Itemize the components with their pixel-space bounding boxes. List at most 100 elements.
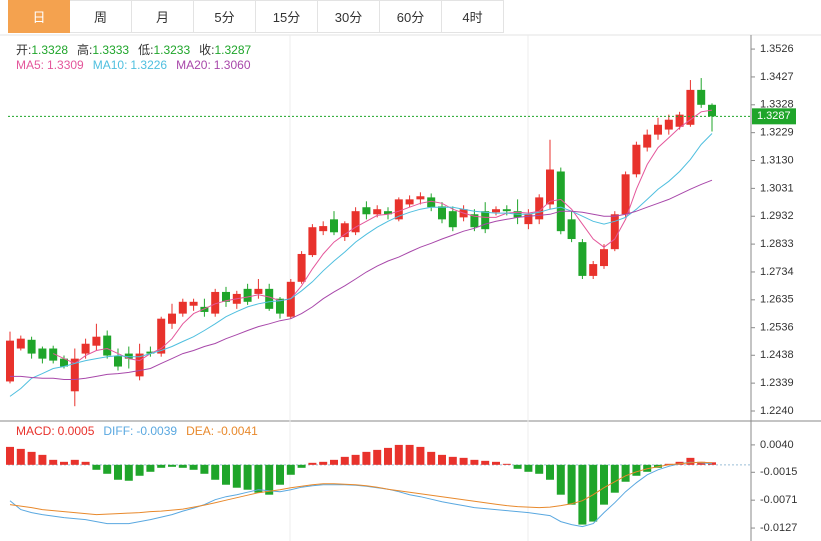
y-tick-label: 1.3031 <box>760 182 794 194</box>
y-tick-label: 1.3526 <box>760 43 794 55</box>
macd-bar <box>103 464 112 474</box>
legend-name: MA10: <box>92 58 128 72</box>
candle-body <box>124 353 133 359</box>
candle-body <box>286 281 295 317</box>
tab[interactable]: 月 <box>132 0 194 33</box>
candle-body <box>610 214 619 250</box>
macd-bar <box>556 464 565 495</box>
y-tick-label: 1.2833 <box>760 238 794 250</box>
macd-bar <box>297 464 306 468</box>
candle-body <box>103 335 112 356</box>
candle-body <box>643 134 652 148</box>
candle-body <box>384 211 392 215</box>
macd-bar <box>38 454 47 465</box>
macd-bar <box>686 457 695 465</box>
tab[interactable]: 60分 <box>380 0 442 33</box>
y-tick-label: 1.2734 <box>760 266 794 278</box>
tab[interactable]: 4时 <box>442 0 504 33</box>
candle-body <box>70 358 79 392</box>
series-line <box>52 109 713 364</box>
tab[interactable]: 周 <box>70 0 132 33</box>
series-line <box>9 133 713 397</box>
tab[interactable]: 5分 <box>194 0 256 33</box>
tab[interactable]: 15分 <box>256 0 318 33</box>
tab[interactable]: 日 <box>8 0 70 33</box>
macd-bar <box>189 464 198 470</box>
y-tick-label: -0.0127 <box>760 522 797 534</box>
y-tick-label: -0.0071 <box>760 494 797 506</box>
legend-value: 1.3309 <box>47 58 84 72</box>
candle-body <box>146 351 155 354</box>
legend-value: 1.3328 <box>31 43 69 57</box>
macd-bar <box>92 464 101 470</box>
tab[interactable]: 30分 <box>318 0 380 33</box>
candle-body <box>632 144 641 175</box>
candle-body <box>222 291 230 302</box>
macd-bar <box>70 459 79 465</box>
macd-bar <box>567 464 576 505</box>
candle-body <box>308 227 317 256</box>
macd-bar <box>330 459 338 465</box>
candle-body <box>394 199 403 220</box>
candle-body <box>578 242 587 276</box>
candle-body <box>330 219 338 233</box>
candle-body <box>157 318 166 354</box>
ohlc-legend: 开:1.3328 高:1.3333 低:1.3233 收:1.3287 <box>16 41 260 58</box>
candle-body <box>546 169 554 205</box>
macd-bar <box>481 460 490 465</box>
macd-bar <box>610 464 619 493</box>
candle-body <box>589 264 598 276</box>
legend-label: 低: <box>138 43 154 57</box>
macd-bar <box>394 444 403 465</box>
legend-name: MACD: <box>16 424 55 438</box>
legend-label: 收: <box>199 43 215 57</box>
y-tick-label: 1.3427 <box>760 71 794 83</box>
macd-bar <box>254 464 263 493</box>
candle-body <box>524 214 533 225</box>
candle-body <box>265 288 274 309</box>
candle-body <box>470 214 479 228</box>
y-tick-label: 1.2339 <box>760 377 794 389</box>
macd-bar <box>600 464 608 505</box>
candle-body <box>416 196 425 200</box>
y-tick-label: 1.2438 <box>760 349 794 361</box>
macd-bar <box>384 447 392 465</box>
macd-bar <box>524 464 533 472</box>
candle-body <box>448 211 457 228</box>
candle-body <box>600 249 608 267</box>
macd-bar <box>373 449 382 465</box>
macd-bar <box>222 464 230 485</box>
macd-bar <box>265 464 274 495</box>
macd-bar <box>124 464 133 481</box>
legend-value: 1.3287 <box>214 43 252 57</box>
last-price-label: 1.3287 <box>757 110 791 122</box>
macd-bar <box>632 464 641 476</box>
candle-body <box>297 253 306 282</box>
macd-bar <box>157 464 166 468</box>
y-tick-label: 1.3328 <box>760 99 794 111</box>
candle-body <box>178 301 187 314</box>
macd-bar <box>211 464 220 480</box>
macd-bar <box>27 451 36 465</box>
series-line <box>10 179 713 380</box>
macd-bar <box>232 464 241 488</box>
macd-bar <box>492 461 500 465</box>
candle-body <box>373 209 382 215</box>
candle-body <box>675 114 684 127</box>
macd-bar <box>243 464 252 490</box>
macd-bar <box>286 464 295 475</box>
macd-bar <box>578 464 587 525</box>
candle-body <box>189 301 198 306</box>
macd-bar <box>459 457 468 465</box>
ma-legend: MA5: 1.3309 MA10: 1.3226 MA20: 1.3060 <box>16 58 260 72</box>
macd-bar <box>621 464 630 482</box>
y-tick-label: 1.2536 <box>760 322 794 334</box>
macd-bar <box>178 464 187 468</box>
macd-bar <box>535 464 544 474</box>
legend-value: 0.0005 <box>57 424 95 438</box>
candle-body <box>38 348 47 359</box>
series-line <box>9 461 713 516</box>
legend-name: DIFF: <box>103 424 134 438</box>
